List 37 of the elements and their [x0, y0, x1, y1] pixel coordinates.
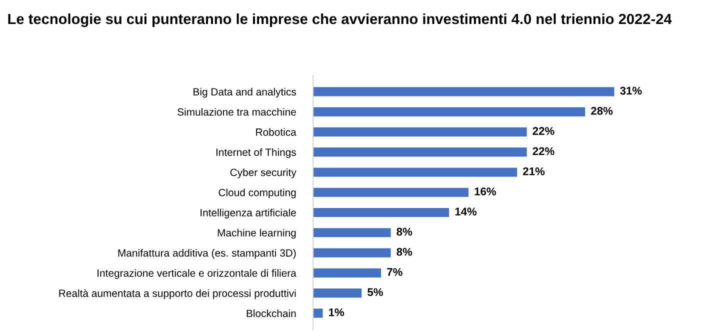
- y-tick-label: Machine learning: [218, 228, 296, 239]
- data-label: 8%: [396, 228, 412, 236]
- bar: [313, 148, 527, 157]
- bar: [313, 248, 391, 258]
- data-label: 1%: [329, 308, 344, 316]
- bar: [313, 107, 586, 116]
- data-label: 14%: [455, 208, 477, 216]
- y-tick-label: Simulazione tra macchine: [178, 108, 296, 116]
- y-tick-label: Manifattura additiva (es. stampanti 3D): [118, 249, 296, 259]
- y-tick-label: Realtà aumentata a supporto dei processi produttivi: [59, 289, 296, 300]
- data-label: 7%: [387, 268, 402, 276]
- bar: [313, 288, 362, 298]
- y-tick-label: Cloud computing: [218, 188, 296, 198]
- y-tick-label: Robotica: [256, 128, 296, 136]
- data-label: 22%: [532, 127, 554, 135]
- bar: [313, 228, 391, 238]
- data-label: 22%: [532, 147, 554, 156]
- data-label: 16%: [474, 187, 496, 196]
- chart-title: Le tecnologie su cui punteranno le imprese che avvieranno investimenti 4.0 nel triennio 2022-24: [8, 13, 672, 28]
- bar: [313, 87, 614, 96]
- bar: [313, 127, 527, 136]
- bar: [313, 308, 323, 318]
- bar: [313, 188, 469, 197]
- y-tick-label: Blockchain: [246, 309, 296, 318]
- bar: [313, 268, 382, 278]
- bar: [313, 208, 450, 218]
- y-tick-label: Integrazione verticale e orizzontale di filiera: [98, 269, 296, 279]
- y-tick-label: Big Data and analytics: [194, 88, 296, 98]
- data-label: 21%: [523, 167, 545, 176]
- data-label: 5%: [368, 288, 383, 296]
- bar: [313, 168, 518, 177]
- y-tick-label: Internet of Things: [216, 148, 296, 158]
- data-label: 31%: [620, 86, 642, 95]
- data-label: 28%: [591, 106, 613, 115]
- data-label: 8%: [396, 248, 412, 256]
- y-tick-label: Intelligenza artificiale: [200, 208, 296, 218]
- y-tick-label: Cyber security: [230, 168, 296, 178]
